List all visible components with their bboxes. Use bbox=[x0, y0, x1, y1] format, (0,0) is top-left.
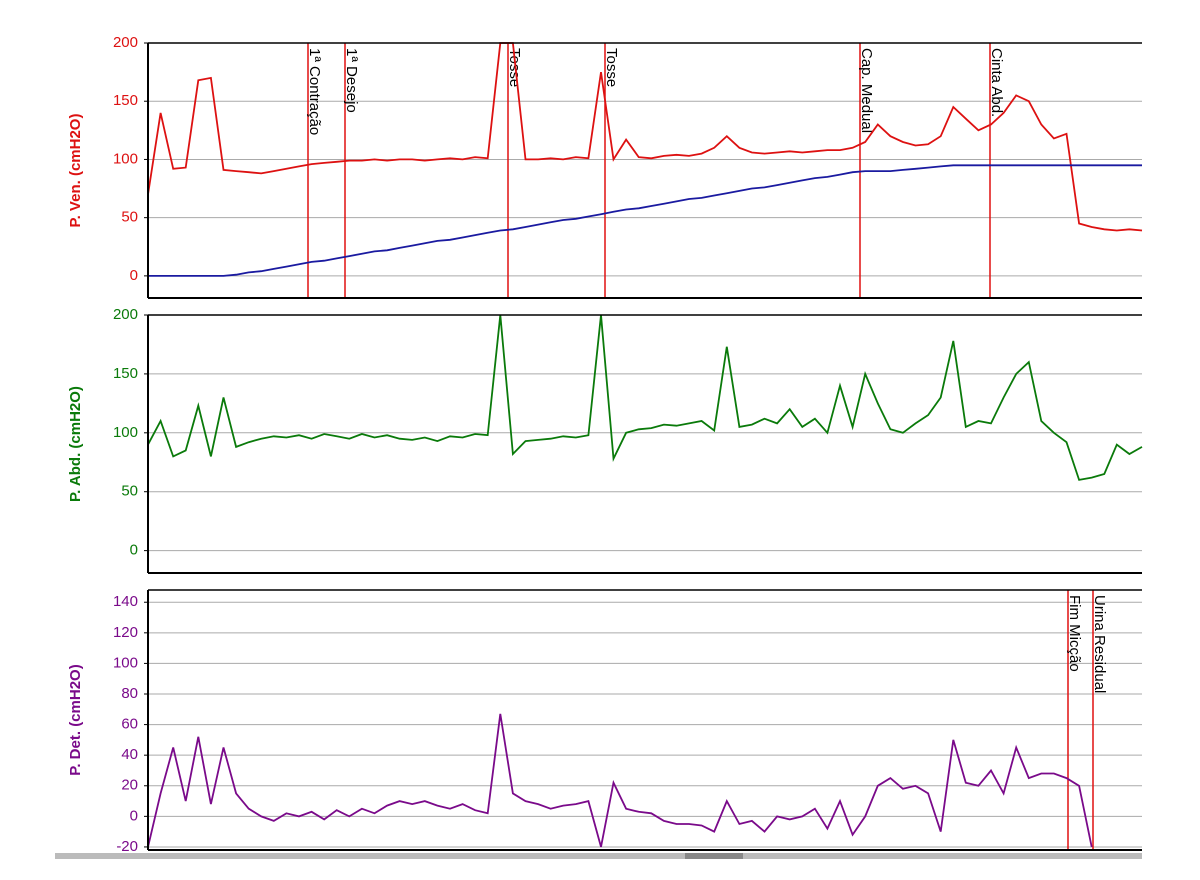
y-tick-label: 140 bbox=[113, 593, 138, 610]
y-tick-label: 120 bbox=[113, 624, 138, 641]
event-label: 1ª Desejo bbox=[343, 48, 360, 113]
y-tick-label: 0 bbox=[130, 267, 138, 284]
y-tick-label: -20 bbox=[116, 838, 138, 855]
y-tick-label: 100 bbox=[113, 150, 138, 167]
y-tick-label: 200 bbox=[113, 34, 138, 51]
y-tick-label: 200 bbox=[113, 306, 138, 323]
y-tick-label: 50 bbox=[121, 483, 138, 500]
scrollbar bbox=[55, 853, 1142, 859]
y-tick-label: 60 bbox=[121, 716, 138, 733]
y-tick-label: 80 bbox=[121, 685, 138, 702]
y-tick-label: 100 bbox=[113, 424, 138, 441]
y-axis-title: P. Det. (cmH2O) bbox=[67, 664, 84, 775]
series-line bbox=[147, 314, 1143, 481]
series-line bbox=[147, 42, 1143, 232]
event-label: Cinta Abd. bbox=[988, 48, 1005, 117]
y-tick-label: 150 bbox=[113, 92, 138, 109]
event-label: Cap. Medual bbox=[858, 48, 875, 133]
y-tick-label: 150 bbox=[113, 365, 138, 382]
scroll-thumb bbox=[685, 853, 743, 859]
event-label: Urina Residual bbox=[1091, 595, 1108, 693]
series-line bbox=[147, 713, 1093, 848]
event-label: 1ª Contração bbox=[306, 48, 323, 135]
event-label: Tosse bbox=[506, 48, 523, 87]
y-tick-label: 100 bbox=[113, 654, 138, 671]
y-tick-label: 40 bbox=[121, 746, 138, 763]
y-axis-title: P. Abd. (cmH2O) bbox=[67, 386, 84, 502]
y-tick-label: 0 bbox=[130, 542, 138, 559]
y-tick-label: 0 bbox=[130, 807, 138, 824]
y-tick-label: 50 bbox=[121, 209, 138, 226]
event-label: Tosse bbox=[603, 48, 620, 87]
event-label: Fim Micção bbox=[1066, 595, 1083, 672]
y-tick-label: 20 bbox=[121, 777, 138, 794]
y-axis-title: P. Ven. (cmH2O) bbox=[67, 114, 84, 228]
series-line bbox=[148, 164, 1142, 277]
